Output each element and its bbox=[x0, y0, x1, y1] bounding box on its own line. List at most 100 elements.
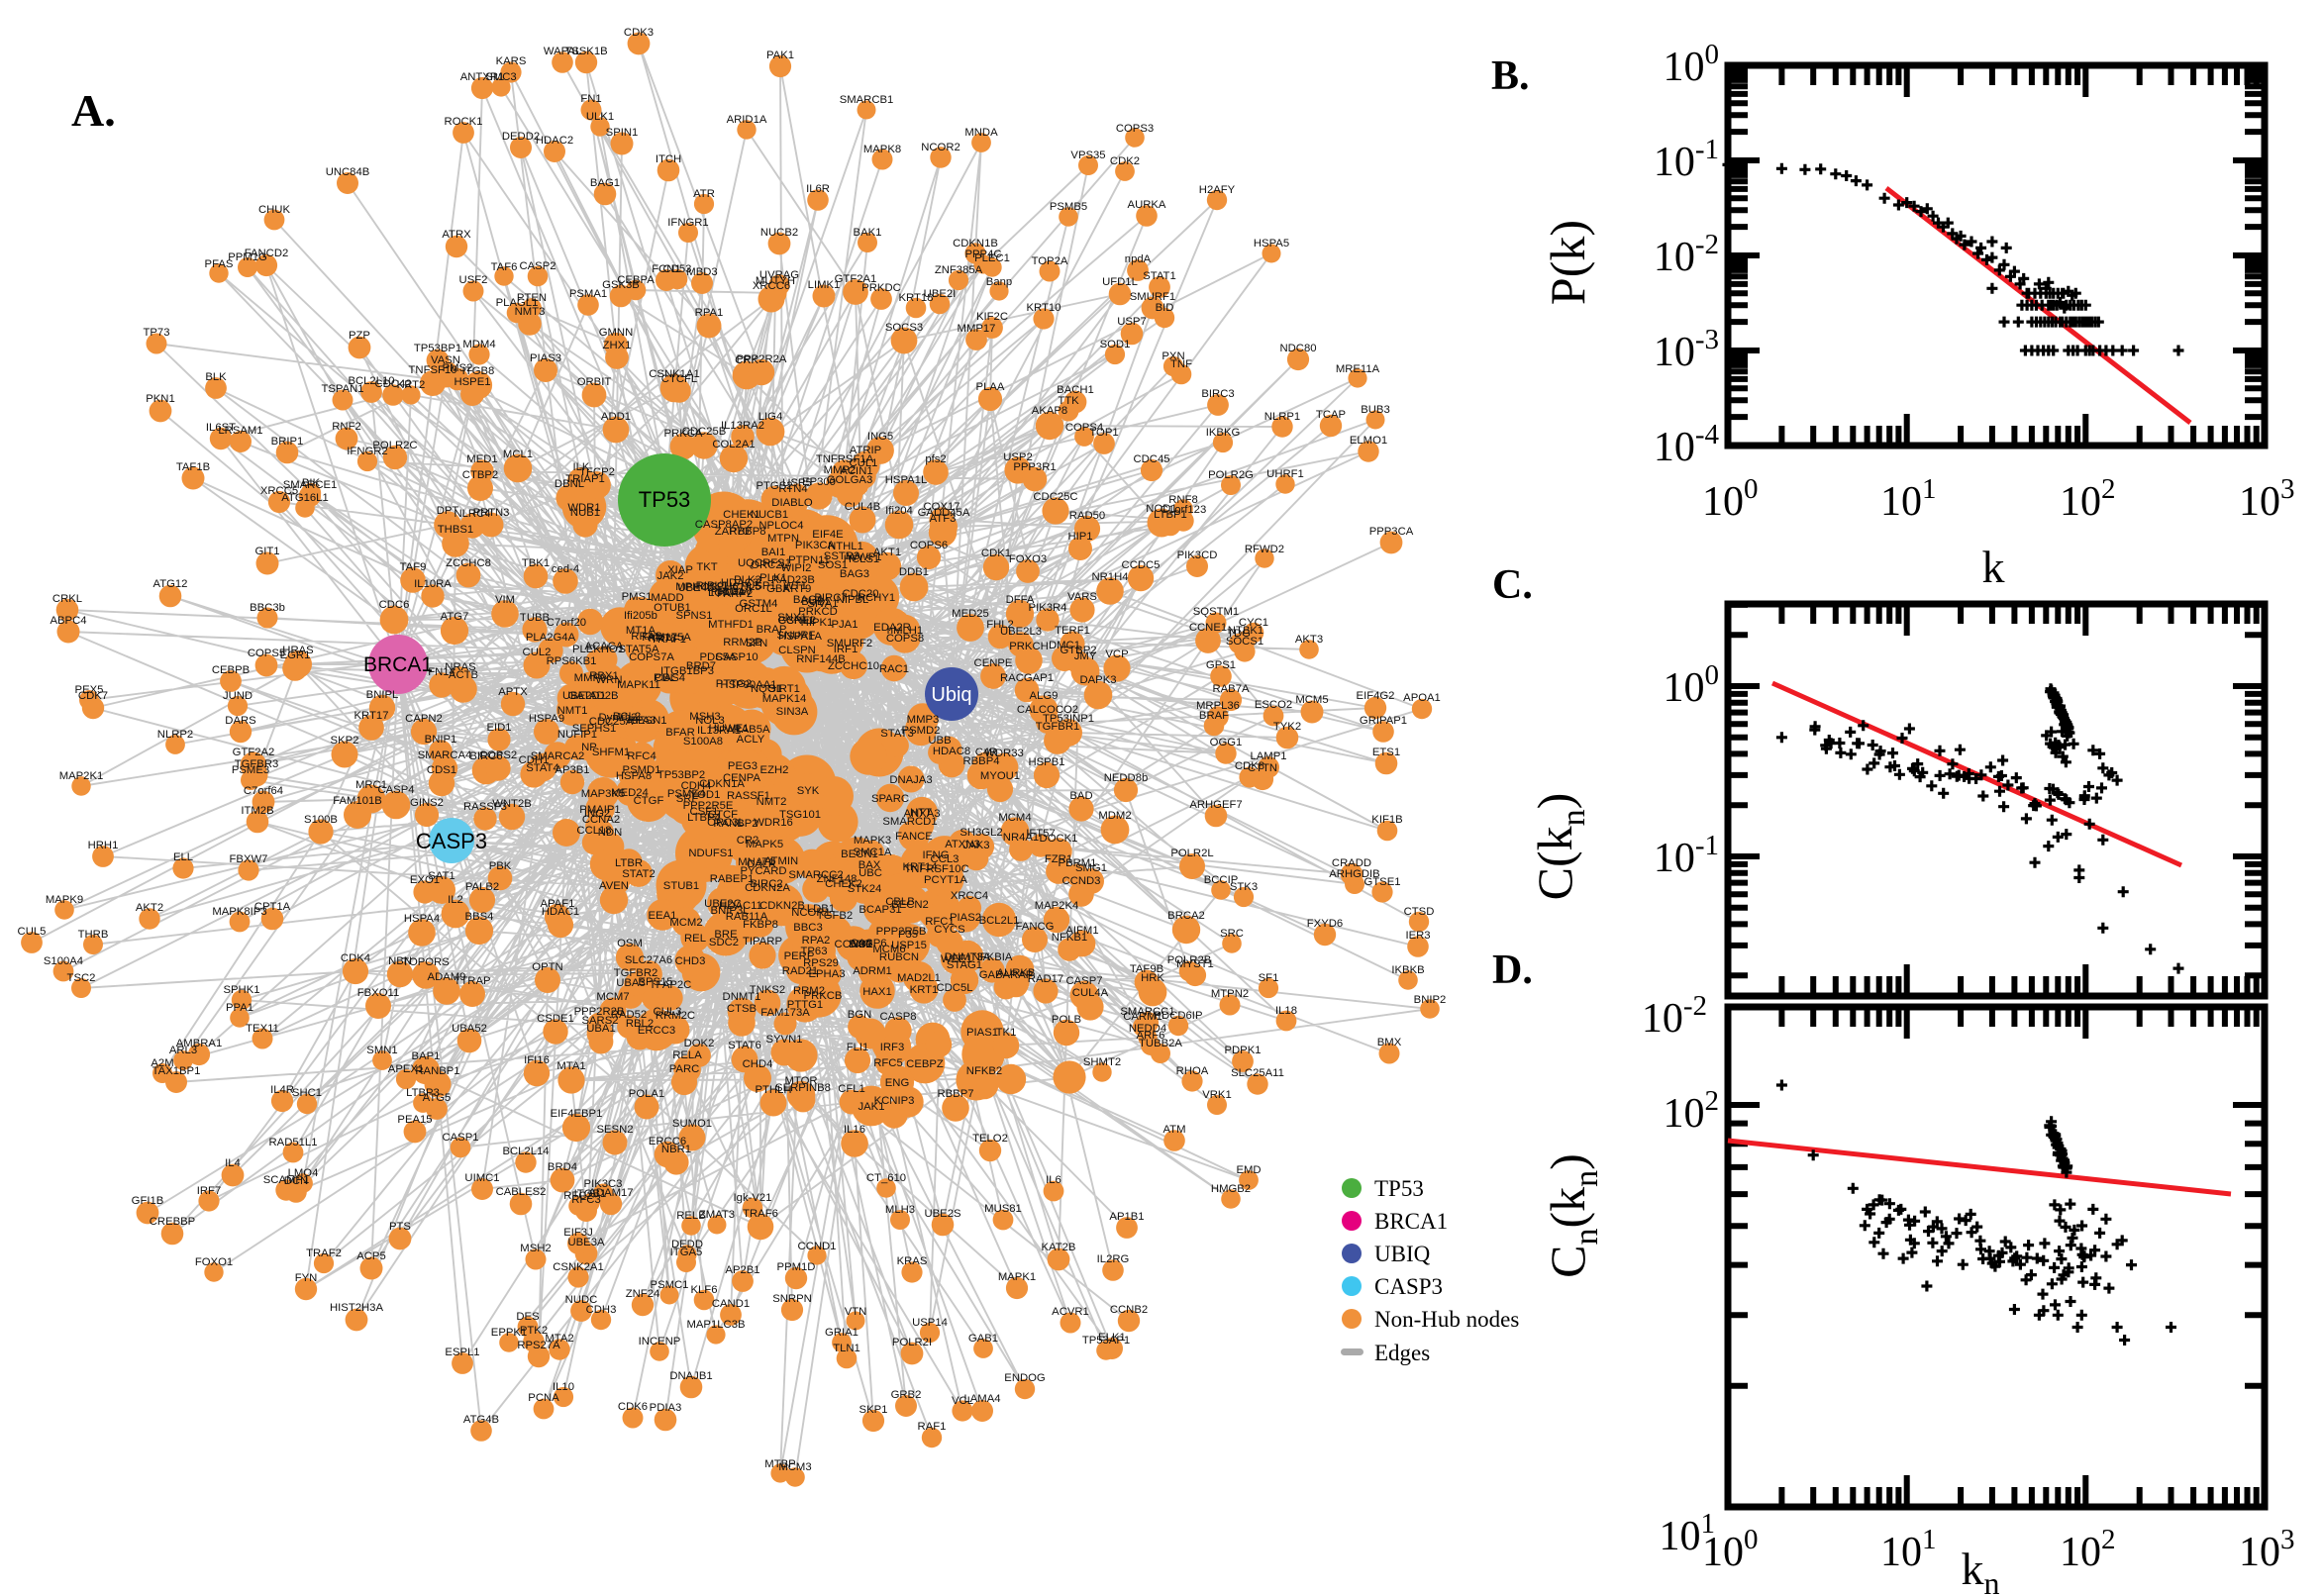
svg-text:RBX1: RBX1 bbox=[589, 670, 619, 682]
svg-text:NMT1: NMT1 bbox=[557, 705, 588, 717]
svg-text:TOP2A: TOP2A bbox=[1032, 255, 1068, 267]
svg-text:ATM: ATM bbox=[1162, 1124, 1185, 1136]
svg-text:NBN: NBN bbox=[388, 955, 412, 967]
svg-text:CTBP2: CTBP2 bbox=[462, 469, 498, 481]
svg-text:SMARCC2: SMARCC2 bbox=[788, 869, 843, 881]
svg-text:Ifi205b: Ifi205b bbox=[624, 610, 657, 622]
svg-text:APOA1: APOA1 bbox=[1403, 692, 1441, 704]
svg-text:CHEK2: CHEK2 bbox=[825, 878, 862, 890]
svg-text:MUTYH: MUTYH bbox=[756, 275, 795, 287]
svg-text:SIRT1: SIRT1 bbox=[768, 683, 800, 695]
svg-text:101: 101 bbox=[1880, 1524, 1937, 1575]
svg-text:TSSK1B: TSSK1B bbox=[564, 46, 607, 57]
svg-text:CHUK: CHUK bbox=[258, 204, 290, 216]
svg-text:ARID1A: ARID1A bbox=[727, 114, 767, 126]
svg-text:hMLH1: hMLH1 bbox=[887, 625, 923, 637]
svg-text:RRM2: RRM2 bbox=[793, 985, 825, 997]
svg-text:RIPK1: RIPK1 bbox=[696, 580, 729, 592]
svg-text:DFFA: DFFA bbox=[1006, 594, 1035, 606]
svg-text:RAB11A: RAB11A bbox=[726, 911, 768, 923]
svg-text:PCNA: PCNA bbox=[528, 1392, 559, 1404]
svg-text:SARS2: SARS2 bbox=[581, 1015, 618, 1027]
svg-text:NPLOC4: NPLOC4 bbox=[758, 520, 803, 532]
svg-text:RAD23B: RAD23B bbox=[771, 574, 815, 586]
svg-text:RNF8: RNF8 bbox=[1168, 494, 1198, 506]
svg-text:GRB2: GRB2 bbox=[891, 1389, 922, 1401]
svg-text:AURKA: AURKA bbox=[1128, 199, 1166, 211]
svg-text:OPTN: OPTN bbox=[532, 961, 562, 973]
svg-text:BRD7: BRD7 bbox=[686, 660, 716, 672]
svg-text:PIK3R4: PIK3R4 bbox=[1029, 602, 1067, 614]
svg-text:TGFB2: TGFB2 bbox=[817, 910, 853, 922]
svg-text:STAT6: STAT6 bbox=[728, 1040, 760, 1051]
svg-text:NMT2: NMT2 bbox=[757, 796, 787, 808]
svg-text:OGG1: OGG1 bbox=[1210, 737, 1243, 748]
svg-text:HSPA5: HSPA5 bbox=[1254, 238, 1289, 249]
svg-text:RBBP8: RBBP8 bbox=[729, 526, 765, 538]
svg-text:PTTG2: PTTG2 bbox=[716, 678, 752, 690]
svg-text:CSF1: CSF1 bbox=[690, 806, 719, 818]
svg-text:DIABLO: DIABLO bbox=[771, 497, 813, 509]
svg-text:SEPHS1: SEPHS1 bbox=[572, 723, 617, 735]
svg-text:PEA15: PEA15 bbox=[397, 1114, 432, 1126]
svg-text:MTA2: MTA2 bbox=[545, 1333, 573, 1345]
svg-text:GIT1: GIT1 bbox=[254, 546, 279, 557]
svg-text:PTHLH: PTHLH bbox=[755, 1084, 791, 1096]
svg-text:MAPK5: MAPK5 bbox=[746, 839, 783, 850]
svg-text:10-2: 10-2 bbox=[1642, 990, 1707, 1042]
svg-text:pfs2: pfs2 bbox=[925, 453, 946, 465]
svg-text:ATMIN: ATMIN bbox=[764, 855, 798, 867]
svg-text:PPP4C: PPP4C bbox=[964, 249, 1001, 260]
svg-text:PMS2: PMS2 bbox=[443, 362, 473, 374]
svg-text:RPA3: RPA3 bbox=[628, 715, 656, 727]
svg-text:PERP: PERP bbox=[784, 950, 815, 962]
svg-text:MNAT1: MNAT1 bbox=[738, 856, 774, 868]
svg-text:TP53BP1: TP53BP1 bbox=[414, 343, 461, 354]
svg-text:COL2A1: COL2A1 bbox=[712, 439, 755, 450]
svg-text:MPHOSPH6: MPHOSPH6 bbox=[675, 581, 738, 593]
svg-text:TRIAP1: TRIAP1 bbox=[565, 473, 605, 485]
svg-text:RASSF1: RASSF1 bbox=[727, 790, 770, 802]
svg-text:SKP1: SKP1 bbox=[859, 1404, 888, 1416]
svg-text:RASSF3: RASSF3 bbox=[463, 801, 507, 813]
svg-text:TCAP: TCAP bbox=[1316, 409, 1346, 421]
svg-text:TP73: TP73 bbox=[143, 327, 169, 339]
svg-text:UBB: UBB bbox=[928, 735, 951, 747]
svg-text:CASP8: CASP8 bbox=[879, 1011, 916, 1023]
svg-text:MAP1LC3B: MAP1LC3B bbox=[686, 1319, 745, 1331]
svg-text:UBA3: UBA3 bbox=[616, 977, 646, 989]
svg-text:CTCF: CTCF bbox=[708, 809, 738, 821]
svg-text:COPS2: COPS2 bbox=[479, 749, 517, 761]
svg-text:ITGAV: ITGAV bbox=[719, 586, 753, 598]
svg-text:RAF1: RAF1 bbox=[918, 1421, 947, 1433]
svg-text:TP53INP1: TP53INP1 bbox=[1043, 713, 1094, 725]
svg-text:PBK: PBK bbox=[489, 860, 512, 872]
svg-text:IL6R: IL6R bbox=[806, 183, 830, 195]
svg-text:MED24: MED24 bbox=[611, 787, 649, 799]
svg-text:BAI1: BAI1 bbox=[761, 547, 786, 558]
svg-text:ETS1: ETS1 bbox=[1372, 747, 1400, 758]
svg-text:C.: C. bbox=[1492, 562, 1533, 608]
svg-text:UNC84B: UNC84B bbox=[326, 166, 370, 178]
svg-text:RNF2: RNF2 bbox=[332, 421, 361, 433]
svg-text:DEDD2: DEDD2 bbox=[502, 131, 540, 143]
svg-text:TP53: TP53 bbox=[639, 487, 691, 512]
svg-text:UIMC1: UIMC1 bbox=[464, 1172, 499, 1184]
svg-text:MRE11A: MRE11A bbox=[1336, 363, 1380, 375]
svg-text:ZHX1: ZHX1 bbox=[603, 340, 632, 351]
svg-text:CDKN1A: CDKN1A bbox=[699, 778, 745, 790]
svg-text:DBNL: DBNL bbox=[555, 478, 584, 490]
svg-text:CDH3: CDH3 bbox=[586, 1304, 617, 1316]
svg-text:EZH2: EZH2 bbox=[760, 764, 789, 776]
svg-text:SPHK1: SPHK1 bbox=[223, 984, 259, 996]
svg-text:CDKN2A: CDKN2A bbox=[745, 882, 790, 894]
svg-text:MTHFD1: MTHFD1 bbox=[708, 619, 754, 631]
svg-text:ILK: ILK bbox=[573, 461, 590, 473]
svg-text:ATXN3: ATXN3 bbox=[945, 839, 980, 850]
svg-text:CASP6: CASP6 bbox=[850, 938, 886, 949]
svg-text:PIAS3: PIAS3 bbox=[530, 352, 561, 364]
svg-text:TRAF2: TRAF2 bbox=[306, 1247, 342, 1259]
svg-text:VRK1: VRK1 bbox=[1202, 1089, 1232, 1101]
svg-text:NDUFS1: NDUFS1 bbox=[688, 848, 733, 859]
svg-text:GMNN: GMNN bbox=[599, 327, 634, 339]
